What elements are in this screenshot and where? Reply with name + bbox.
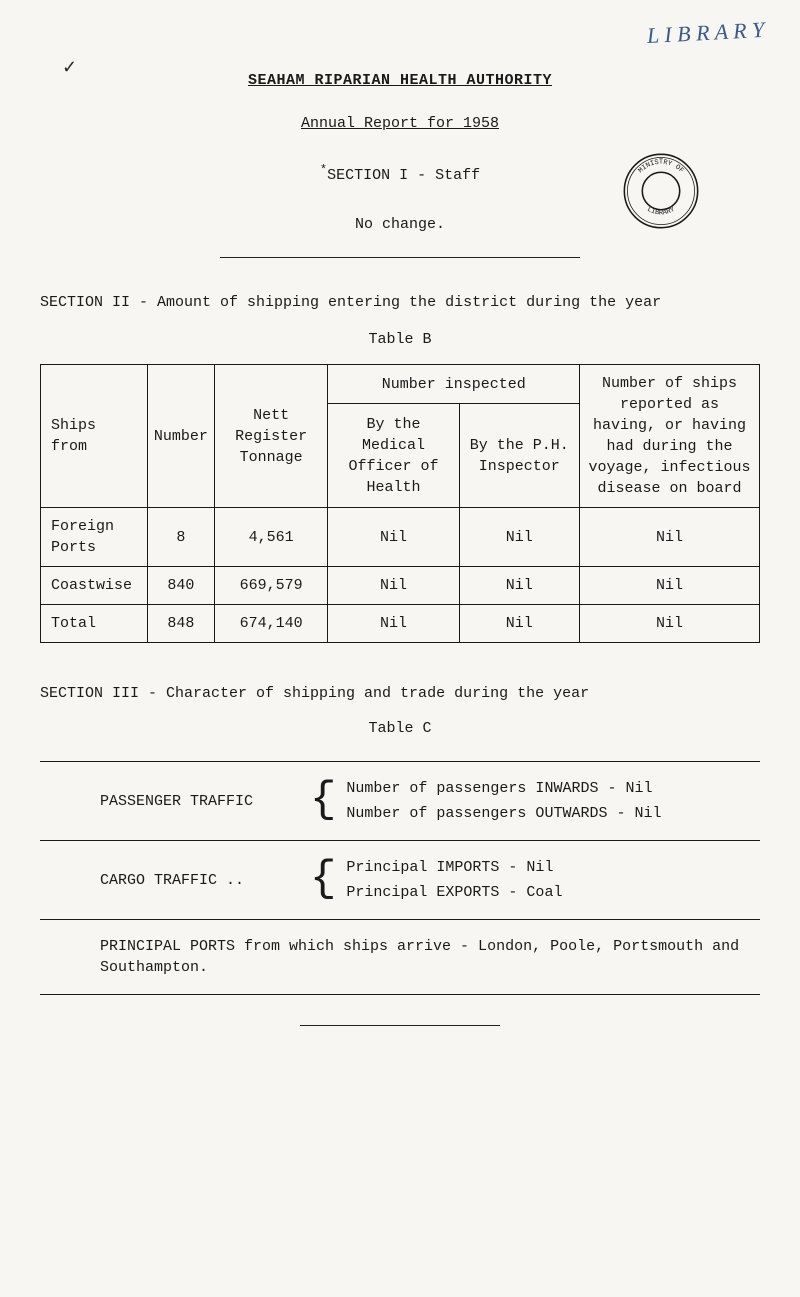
tick-mark: ✓ [62,55,77,80]
principal-ports-block: PRINCIPAL PORTS from which ships arrive … [40,919,760,995]
cell-ships-from: Coastwise [41,567,148,605]
stamp-bottom-text: LIBRARY [646,206,678,218]
cell-by-ph: Nil [459,605,579,643]
section-2-header: SECTION II - Amount of shipping entering… [40,292,760,313]
table-b: Ships from Number Nett Register Tonnage … [40,364,760,643]
col-nett: Nett Register Tonnage [214,365,328,508]
col-inspected: Number inspected [328,365,580,404]
passenger-inwards: Number of passengers INWARDS - Nil [346,778,661,799]
passenger-traffic-block: PASSENGER TRAFFIC { Number of passengers… [40,761,760,840]
table-row: Coastwise 840 669,579 Nil Nil Nil [41,567,760,605]
cargo-traffic-block: CARGO TRAFFIC .. { Principal IMPORTS - N… [40,840,760,919]
cell-by-mo: Nil [328,508,459,567]
section-1: *SECTION I - Staff MINISTRY OF LIBRARY [40,162,760,186]
table-c-label: Table C [40,718,760,739]
cell-number: 840 [147,567,214,605]
cell-number: 8 [147,508,214,567]
star-marker: * [320,163,327,177]
table-b-label: Table B [40,329,760,350]
col-ships-from: Ships from [41,365,148,508]
col-number: Number [147,365,214,508]
table-row: Total 848 674,140 Nil Nil Nil [41,605,760,643]
cell-by-ph: Nil [459,567,579,605]
document-title: SEAHAM RIPARIAN HEALTH AUTHORITY [40,70,760,91]
cell-nett: 674,140 [214,605,328,643]
cargo-exports: Principal EXPORTS - Coal [346,882,562,903]
ministry-stamp: MINISTRY OF LIBRARY [622,152,700,230]
cell-by-ph: Nil [459,508,579,567]
document-subtitle: Annual Report for 1958 [40,113,760,134]
table-row: Foreign Ports 8 4,561 Nil Nil Nil [41,508,760,567]
col-by-ph: By the P.H. Inspector [459,404,579,508]
table-header-row-1: Ships from Number Nett Register Tonnage … [41,365,760,404]
cell-by-mo: Nil [328,567,459,605]
cargo-traffic-label: CARGO TRAFFIC .. [100,870,300,891]
col-by-mo: By the Medical Officer of Health [328,404,459,508]
section-1-label: SECTION I - Staff [327,167,480,184]
col-reported: Number of ships reported as having, or h… [580,365,760,508]
cell-nett: 4,561 [214,508,328,567]
divider-1 [220,257,580,258]
handwritten-note: L I B R A R Y [646,15,765,52]
passenger-traffic-label: PASSENGER TRAFFIC [100,791,300,812]
principal-ports-text: PRINCIPAL PORTS from which ships arrive … [100,936,760,978]
cell-nett: 669,579 [214,567,328,605]
section-3-header: SECTION III - Character of shipping and … [40,683,760,704]
cell-number: 848 [147,605,214,643]
passenger-outwards: Number of passengers OUTWARDS - Nil [346,803,661,824]
cell-ships-from: Total [41,605,148,643]
cell-ships-from: Foreign Ports [41,508,148,567]
brace-icon: { [310,860,336,900]
cargo-imports: Principal IMPORTS - Nil [346,857,562,878]
cell-by-mo: Nil [328,605,459,643]
brace-icon: { [310,781,336,821]
svg-text:LIBRARY: LIBRARY [646,206,678,218]
cell-reported: Nil [580,508,760,567]
cell-reported: Nil [580,605,760,643]
footer-divider [300,1025,500,1026]
cell-reported: Nil [580,567,760,605]
